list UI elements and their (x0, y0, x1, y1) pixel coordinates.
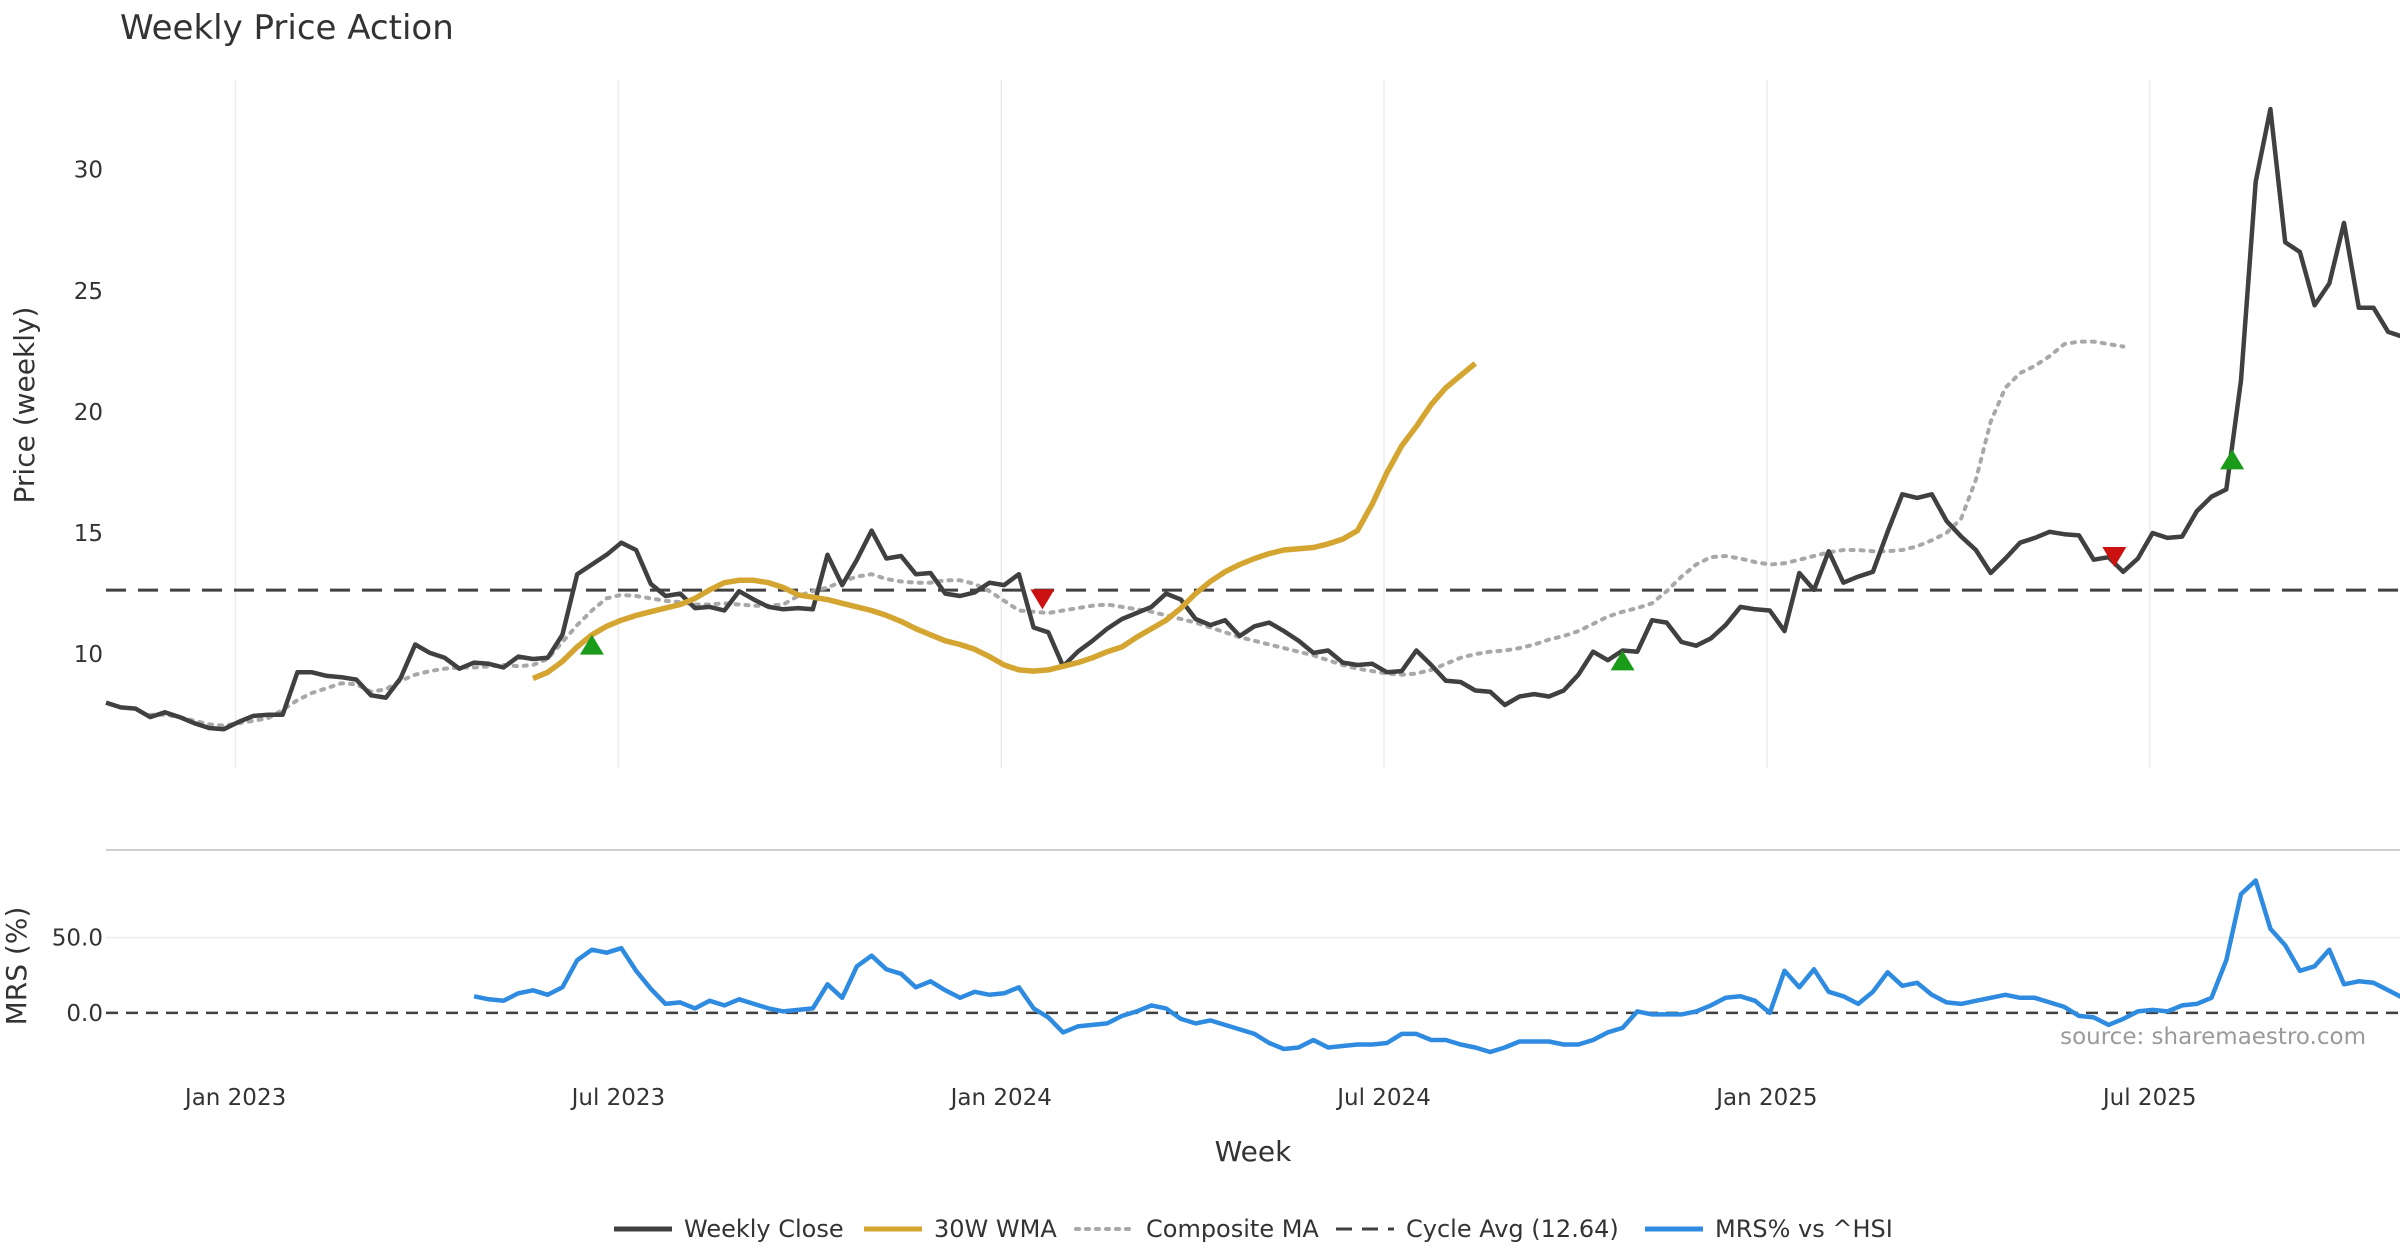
mrs-y-tick-label: 50.0 (52, 926, 103, 952)
chart-title: Weekly Price Action (120, 8, 454, 48)
legend-label: Cycle Avg (12.64) (1406, 1215, 1619, 1243)
legend-item: 30W WMA (864, 1215, 1057, 1243)
price-y-axis-title: Price (weekly) (8, 307, 41, 504)
legend: Weekly Close 30W WMA Composite MA Cycle Avg… (614, 1215, 1893, 1243)
legend-label: Composite MA (1146, 1215, 1319, 1243)
legend-label: 30W WMA (934, 1215, 1057, 1243)
buy-signal-marker (2220, 449, 2245, 470)
x-tick-label: Jan 2023 (183, 1085, 286, 1111)
x-tick-label: Jul 2024 (1335, 1085, 1431, 1111)
x-axis-ticks: Jan 2023 Jul 2023 Jan 2024 Jul 2024 Jan 2025… (183, 1085, 2197, 1111)
composite-series-line (148, 339, 2126, 728)
x-tick-label: Jan 2025 (1714, 1085, 1817, 1111)
mrs-panel: 0.0 50.0 MRS (%) source: sharemaestro.com (0, 878, 2400, 1055)
legend-label: Weekly Close (684, 1215, 844, 1243)
legend-item: Weekly Close (614, 1215, 844, 1243)
source-label: source: sharemaestro.com (2060, 1024, 2366, 1050)
price-gridlines (234, 80, 2151, 768)
mrs-series (473, 878, 2400, 1055)
price-y-tick-label: 10 (74, 642, 103, 668)
price-y-tick-label: 20 (74, 400, 103, 426)
wma-series-line (531, 361, 1478, 681)
mrs-y-axis-title: MRS (%) (0, 907, 33, 1026)
legend-item: Composite MA (1074, 1215, 1319, 1243)
sell-signal-marker (2102, 547, 2127, 568)
weekly-close-series-line (105, 106, 2400, 732)
mrs-y-tick-label: 0.0 (66, 1001, 103, 1027)
price-y-tick-label: 15 (74, 521, 103, 547)
buy-signal-marker (1610, 650, 1635, 671)
x-tick-label: Jul 2025 (2101, 1085, 2197, 1111)
signal-markers (579, 449, 2245, 671)
x-tick-label: Jul 2023 (570, 1085, 666, 1111)
price-y-ticks: 10 15 20 25 30 (74, 158, 103, 669)
mrs-gridlines (106, 936, 2400, 1015)
price-series (105, 106, 2400, 732)
mrs-series-line (473, 878, 2400, 1055)
sell-signal-marker (1030, 589, 1055, 610)
legend-label: MRS% vs ^HSI (1715, 1215, 1893, 1243)
buy-signal-marker (579, 634, 604, 655)
mrs-y-ticks: 0.0 50.0 (52, 926, 103, 1027)
price-y-tick-label: 25 (74, 279, 103, 305)
price-panel: 10 15 20 25 30 Price (weekly) (8, 80, 2400, 768)
x-tick-label: Jan 2024 (949, 1085, 1052, 1111)
x-axis-title: Week (1215, 1135, 1292, 1168)
price-y-tick-label: 30 (74, 158, 103, 184)
legend-item: Cycle Avg (12.64) (1336, 1215, 1619, 1243)
legend-item: MRS% vs ^HSI (1645, 1215, 1893, 1243)
